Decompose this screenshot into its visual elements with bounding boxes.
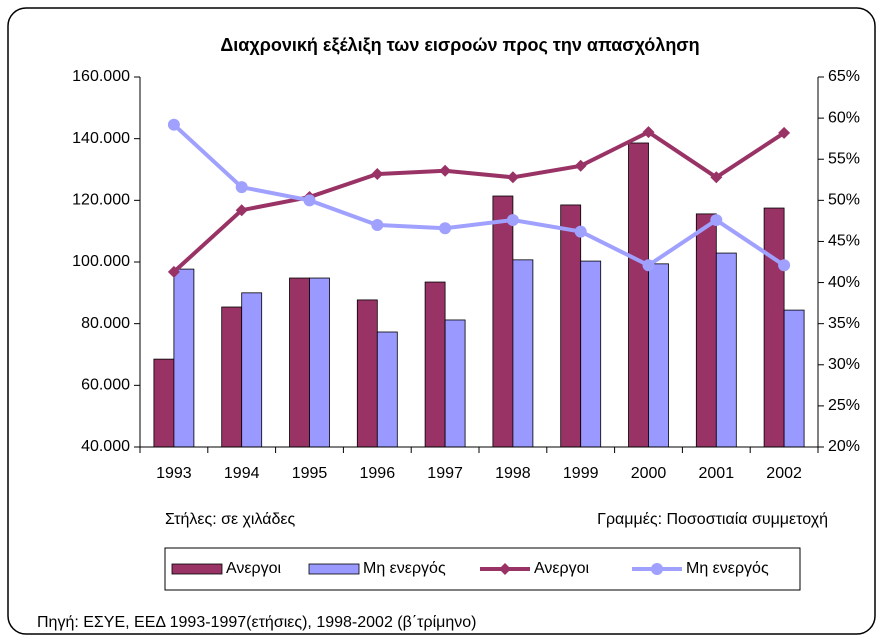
note: Στήλες: σε χιλάδες (165, 511, 296, 528)
x-tick-label: 1999 (563, 465, 599, 482)
legend-label: Ανεργοι (534, 560, 590, 577)
bar (648, 263, 669, 448)
bar (492, 195, 514, 448)
line-marker (506, 171, 519, 184)
y2-tick-label: 55% (828, 150, 860, 167)
bar (695, 213, 717, 448)
line-marker (574, 225, 587, 238)
line-marker (506, 214, 519, 227)
legend-marker (499, 563, 511, 575)
x-tick-label: 1998 (495, 465, 531, 482)
line (172, 123, 786, 268)
line-marker (303, 194, 316, 207)
line-marker (167, 265, 180, 278)
bar (512, 259, 534, 448)
bar (376, 331, 398, 448)
bar (289, 277, 310, 448)
bar (560, 204, 582, 448)
x-tick-label: 2000 (631, 465, 667, 482)
bar (309, 277, 330, 448)
line-marker (710, 214, 723, 227)
x-tick-label: 1996 (360, 465, 396, 482)
x-tick-label: 1997 (427, 465, 463, 482)
y-tick-label: 140.000 (72, 130, 130, 147)
x-tick-label: 2002 (766, 465, 802, 482)
y2-tick-label: 35% (828, 315, 860, 332)
bar (715, 252, 737, 448)
line-marker (167, 118, 180, 131)
legend-label: Μη ενεργός (686, 560, 769, 577)
y2-tick-label: 65% (828, 68, 860, 85)
y2-tick-label: 60% (828, 109, 860, 126)
bar (241, 292, 263, 448)
x-tick-label: 1995 (292, 465, 328, 482)
bar (153, 358, 175, 448)
y2-tick-label: 50% (828, 192, 860, 209)
legend-swatch (308, 563, 360, 575)
bar (580, 260, 602, 448)
y-tick-label: 40.000 (81, 438, 130, 455)
line-marker (642, 126, 655, 139)
y-tick-label: 100.000 (72, 253, 130, 270)
line-marker (642, 259, 655, 272)
bar (424, 281, 446, 448)
line-marker (710, 171, 723, 184)
line-marker (439, 164, 452, 177)
bar (783, 309, 805, 448)
line-marker (371, 219, 384, 231)
bar (628, 142, 649, 448)
x-tick-label: 1994 (224, 465, 260, 482)
y2-tick-label: 30% (828, 356, 860, 373)
y-tick-label: 160.000 (72, 68, 130, 85)
legend-label: Ανεργοι (226, 560, 282, 577)
legend-label: Μη ενεργός (363, 560, 446, 577)
line-marker (235, 204, 248, 217)
line-marker (439, 222, 452, 235)
source: Πηγή: ΕΣΥΕ, ΕΕΔ 1993-1997(ετήσιες), 1998… (37, 614, 476, 631)
line (172, 129, 786, 274)
line-marker (778, 126, 791, 139)
x-tick-label: 1993 (156, 465, 192, 482)
legend-marker (651, 563, 663, 575)
y2-tick-label: 45% (828, 233, 860, 250)
bar (173, 268, 195, 448)
bar (356, 299, 378, 448)
line-marker (778, 259, 791, 272)
y-tick-label: 60.000 (81, 377, 130, 394)
chart-title: Διαχρονική εξέλιξη των εισροών προς την … (220, 35, 699, 56)
bar (444, 319, 466, 448)
y-tick-label: 120.000 (72, 192, 130, 209)
legend-swatch (171, 563, 223, 575)
y-tick-label: 80.000 (81, 315, 130, 332)
y2-tick-label: 20% (828, 438, 860, 455)
x-tick-label: 2001 (699, 465, 735, 482)
bar (221, 306, 243, 448)
note: Γραμμές: Ποσοστιαία συμμετοχή (597, 511, 828, 528)
line-marker (371, 168, 384, 181)
y2-tick-label: 40% (828, 274, 860, 291)
bar (763, 207, 785, 448)
line-marker (235, 181, 248, 194)
line-marker (574, 159, 587, 172)
y2-tick-label: 25% (828, 397, 860, 414)
